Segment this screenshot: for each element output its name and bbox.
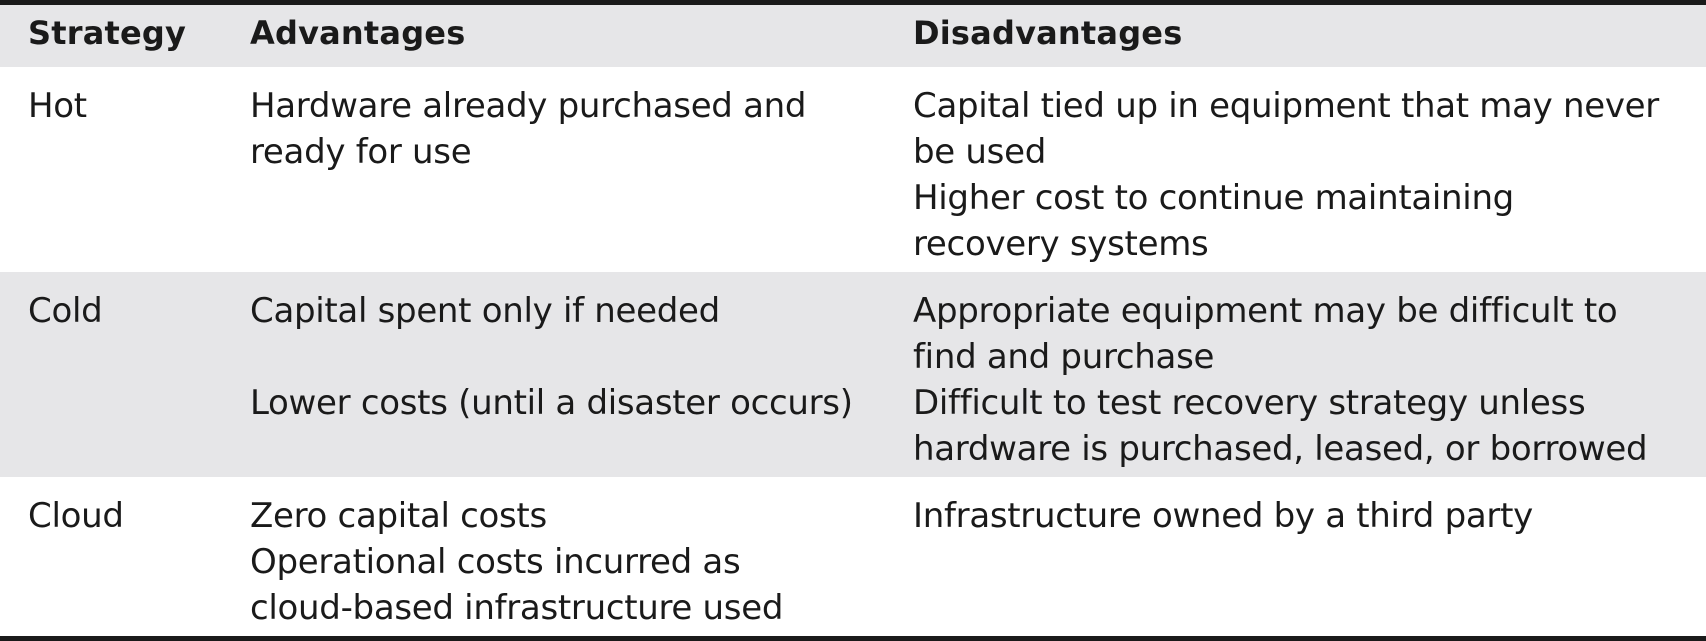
spacer [250,334,890,380]
disadvantage-item: Higher cost to continue maintaining reco… [913,175,1693,267]
header-disadvantages: Disadvantages [913,14,1183,52]
header-advantages: Advantages [250,14,466,52]
disadvantage-item: Appropriate equipment may be difficult t… [913,288,1693,380]
text-line: find and purchase [913,337,1215,377]
disadvantage-item: Capital tied up in equipment that may ne… [913,83,1693,175]
text-line: Capital tied up in equipment that may ne… [913,86,1659,126]
advantage-item: Capital spent only if needed [250,288,890,334]
text-line: Appropriate equipment may be difficult t… [913,291,1618,331]
disadvantages-cell: Infrastructure owned by a third party [913,493,1693,539]
table-header-row: Strategy Advantages Disadvantages [0,5,1706,67]
text-line: ready for use [250,132,472,172]
disadvantage-item: Difficult to test recovery strategy unle… [913,380,1693,472]
table-row-cold: Cold Capital spent only if needed Lower … [0,272,1706,477]
text-line: Higher cost to continue maintaining [913,178,1514,218]
strategy-cell: Hot [28,86,87,126]
advantages-cell: Zero capital costs Operational costs inc… [250,493,890,631]
header-strategy: Strategy [28,14,187,52]
advantages-cell: Hardware already purchased and ready for… [250,83,890,175]
text-line: cloud-based infrastructure used [250,588,784,628]
advantage-item: Lower costs (until a disaster occurs) [250,380,890,426]
advantages-cell: Capital spent only if needed Lower costs… [250,288,890,426]
disadvantage-item: Infrastructure owned by a third party [913,493,1693,539]
disadvantages-cell: Capital tied up in equipment that may ne… [913,83,1693,267]
strategy-cell: Cold [28,291,103,331]
text-line: be used [913,132,1046,172]
text-line: Infrastructure owned by a third party [913,496,1533,536]
text-line: hardware is purchased, leased, or borrow… [913,429,1648,469]
text-line: Operational costs incurred as [250,542,741,582]
advantage-item: Hardware already purchased and ready for… [250,83,890,175]
text-line: Difficult to test recovery strategy unle… [913,383,1586,423]
strategy-cell: Cloud [28,496,124,536]
text-line: Zero capital costs [250,496,547,536]
table-row-cloud: Cloud Zero capital costs Operational cos… [0,477,1706,641]
text-line: recovery systems [913,224,1209,264]
advantage-item: Zero capital costs [250,493,890,539]
disadvantages-cell: Appropriate equipment may be difficult t… [913,288,1693,472]
text-line: Lower costs (until a disaster occurs) [250,383,853,423]
text-line: Capital spent only if needed [250,291,720,331]
table-row-hot: Hot Hardware already purchased and ready… [0,67,1706,272]
advantage-item: Operational costs incurred as cloud-base… [250,539,890,631]
text-line: Hardware already purchased and [250,86,807,126]
